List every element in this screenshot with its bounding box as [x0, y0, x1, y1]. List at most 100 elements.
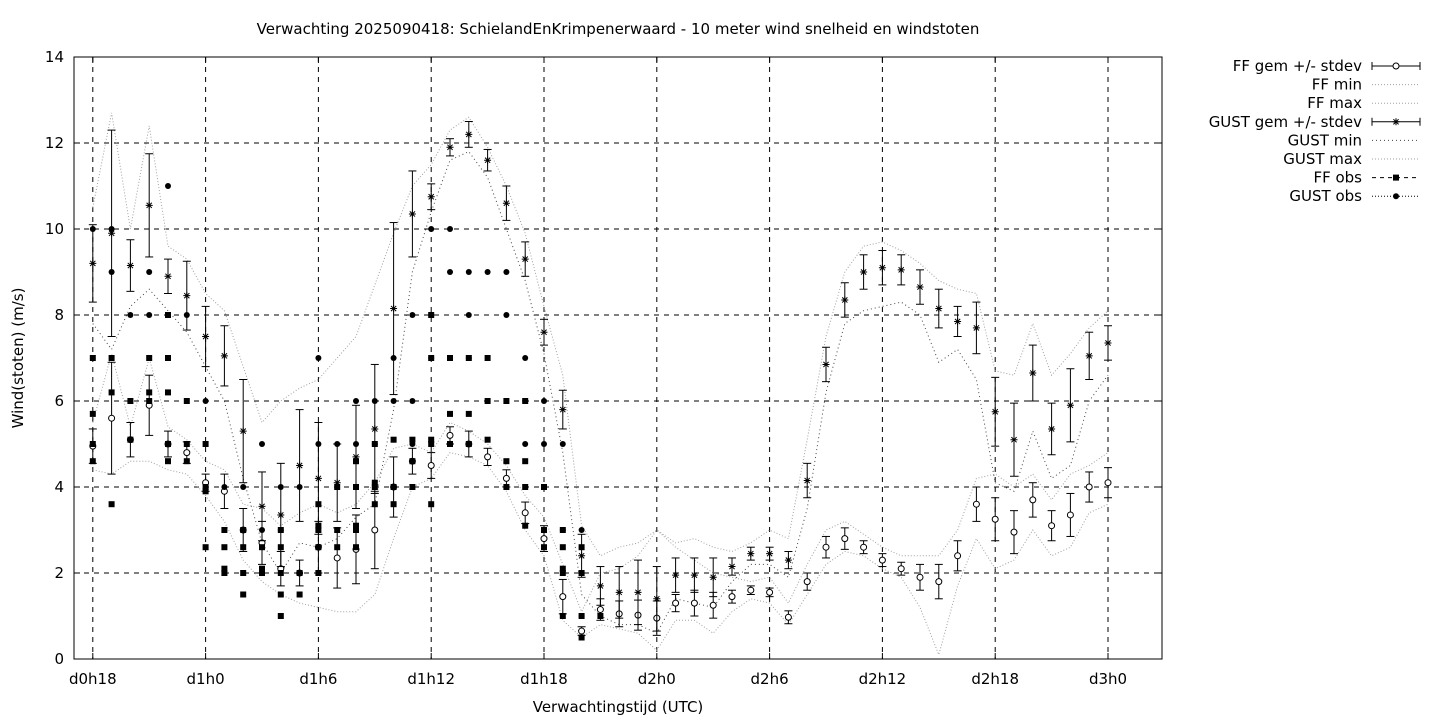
- gust-obs-point: [108, 269, 115, 275]
- gust-mean-point: [578, 552, 586, 560]
- gust-obs-point: [428, 312, 435, 318]
- gust-obs-point: [334, 441, 341, 447]
- x-axis-label: Verwachtingstijd (UTC): [533, 698, 704, 716]
- chart-title: Verwachting 2025090418: SchielandEnKrimp…: [257, 20, 980, 38]
- ff-obs-point: [240, 527, 247, 533]
- ff-mean-point: [1029, 496, 1037, 504]
- ff-obs-point: [559, 613, 566, 619]
- legend-marker: [1392, 118, 1400, 126]
- gust-obs-point: [522, 441, 529, 447]
- y-tick-label: 0: [54, 650, 64, 668]
- gust-obs-point: [578, 527, 585, 533]
- gust-mean-point: [991, 408, 999, 416]
- ff-obs-point: [89, 355, 96, 361]
- gust-mean-point: [277, 511, 285, 519]
- x-tick-label: d2h18: [971, 670, 1019, 688]
- gust-obs-point: [353, 441, 359, 447]
- gust-mean-point: [972, 324, 980, 332]
- ff-obs-point: [541, 484, 547, 490]
- ff-mean-point: [446, 431, 454, 439]
- ff-mean-point: [1066, 511, 1074, 519]
- ff-obs-point: [127, 398, 134, 404]
- ff-obs-point: [108, 389, 115, 396]
- ff-mean-point: [1085, 483, 1093, 491]
- gust-obs-point: [165, 183, 171, 189]
- legend-marker: [1393, 193, 1399, 200]
- gust-obs-point: [296, 484, 303, 490]
- x-tick-label: d2h12: [859, 670, 907, 688]
- ff-mean-point: [954, 552, 962, 560]
- gust-obs-point: [447, 269, 453, 275]
- gust-obs-point: [409, 398, 416, 404]
- ff-obs-point: [428, 436, 435, 443]
- legend-label: GUST min: [1288, 131, 1362, 149]
- gust-mean-point: [954, 317, 962, 325]
- gust-mean-point: [766, 550, 774, 558]
- gust-mean-point: [653, 595, 661, 603]
- observation-markers: [89, 183, 604, 641]
- gust-mean-point: [728, 563, 736, 571]
- gust-mean-point: [803, 477, 811, 485]
- gust-mean-point: [709, 573, 717, 581]
- gust-obs-point: [541, 441, 547, 447]
- ff-mean-point: [521, 509, 529, 517]
- ff-mean-point: [878, 556, 886, 564]
- ff-obs-point: [371, 501, 378, 508]
- ff-obs-point: [541, 527, 547, 533]
- ff-obs-point: [165, 441, 171, 447]
- ff-mean-point: [371, 526, 379, 534]
- ff-obs-point: [202, 484, 209, 490]
- gust-obs-point: [221, 484, 228, 490]
- ff-obs-point: [334, 484, 341, 490]
- gust-mean-point: [314, 474, 322, 482]
- ff-mean-point: [540, 535, 548, 543]
- gust-obs-point: [146, 269, 153, 275]
- gust-obs-point: [165, 312, 171, 318]
- gust-obs-point: [484, 269, 491, 275]
- ff-obs-point: [240, 570, 247, 576]
- legend-marker: [1392, 62, 1400, 70]
- ff-mean-point: [672, 599, 680, 607]
- ff-obs-point: [146, 355, 153, 361]
- gust-mean-point: [484, 156, 492, 164]
- y-tick-label: 10: [45, 220, 64, 238]
- gust-obs-point: [465, 312, 472, 318]
- x-tick-label: d2h6: [751, 670, 789, 688]
- gust-mean-point: [747, 550, 755, 558]
- gust-mean-point: [935, 305, 943, 313]
- gust-obs-point: [371, 441, 378, 447]
- gust-mean-point: [1048, 425, 1056, 433]
- legend-label: FF gem +/- stdev: [1233, 57, 1362, 75]
- ff-obs-point: [578, 544, 585, 551]
- ff-obs-point: [240, 591, 247, 598]
- ff-obs-point: [221, 527, 228, 533]
- gust-mean-point: [164, 272, 172, 280]
- gust-mean-point: [427, 193, 435, 201]
- ff-mean-point: [860, 543, 868, 551]
- gust-obs-point: [315, 355, 322, 361]
- gust-obs-point: [353, 398, 359, 404]
- x-tick-label: d1h18: [520, 670, 568, 688]
- ff-obs-point: [315, 522, 322, 529]
- gust-mean-point: [1029, 369, 1037, 377]
- gust-obs-point: [277, 484, 284, 490]
- ff-mean-point: [728, 593, 736, 601]
- y-axis-label: Wind(stoten) (m/s): [9, 288, 27, 429]
- gust-mean-point: [1066, 401, 1074, 409]
- ff-obs-point: [447, 410, 453, 417]
- mean-stdev-series: [88, 121, 1112, 636]
- ff-obs-point: [277, 544, 284, 551]
- gust-mean-point: [465, 130, 473, 138]
- legend-label: FF obs: [1313, 169, 1362, 187]
- ff-mean-point: [427, 462, 435, 469]
- ff-mean-point: [803, 578, 811, 586]
- gust-mean-point: [408, 210, 416, 218]
- x-tick-label: d0h18: [69, 670, 117, 688]
- gust-obs-point: [259, 441, 265, 447]
- ff-obs-point: [447, 441, 453, 447]
- x-tick-label: d1h0: [187, 670, 225, 688]
- gust-mean-point: [540, 328, 548, 336]
- gust-obs-point: [559, 441, 566, 447]
- ff-mean-point: [183, 449, 191, 457]
